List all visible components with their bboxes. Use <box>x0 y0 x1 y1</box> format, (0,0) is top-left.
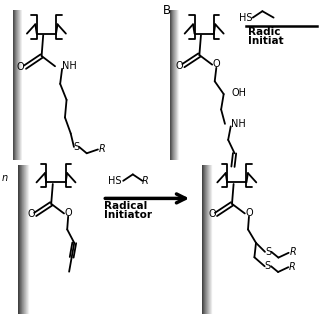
Text: R: R <box>289 247 296 257</box>
Text: O: O <box>64 208 72 218</box>
Text: O: O <box>17 62 25 72</box>
Text: O: O <box>175 60 183 71</box>
Text: n: n <box>2 172 8 183</box>
Text: O: O <box>27 209 35 220</box>
Text: Initiat: Initiat <box>248 36 284 46</box>
Text: Initiator: Initiator <box>104 210 152 220</box>
Text: NH: NH <box>62 61 77 71</box>
Text: S: S <box>265 261 271 271</box>
Text: HS: HS <box>108 176 122 186</box>
Text: R: R <box>99 144 106 155</box>
Text: HS: HS <box>239 12 253 23</box>
Text: NH: NH <box>231 119 245 129</box>
Text: OH: OH <box>232 88 247 98</box>
Text: B: B <box>163 4 171 17</box>
Text: O: O <box>245 208 253 218</box>
Text: R: R <box>141 176 148 186</box>
Text: R: R <box>289 261 296 272</box>
Text: S: S <box>265 247 271 257</box>
Text: Radic: Radic <box>248 27 281 37</box>
Text: O: O <box>212 59 220 69</box>
Text: S: S <box>73 142 80 152</box>
Text: Radical: Radical <box>104 201 147 212</box>
Text: O: O <box>208 209 216 220</box>
